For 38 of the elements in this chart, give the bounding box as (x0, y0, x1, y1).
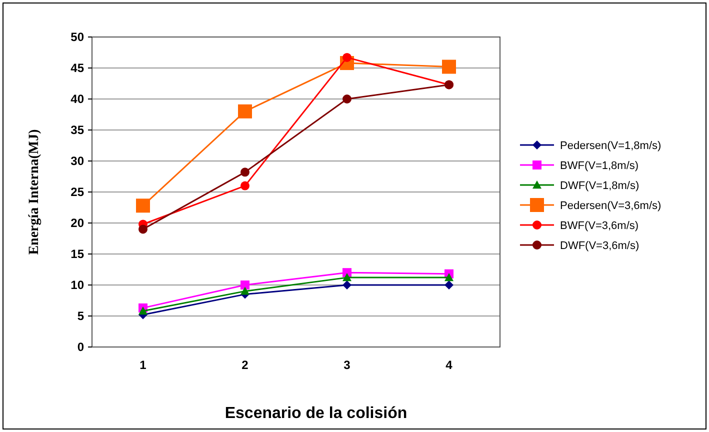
y-tick-label: 25 (70, 185, 84, 200)
y-tick-label: 50 (70, 30, 84, 44)
legend-label: BWF(V=3,6m/s) (560, 220, 639, 232)
y-tick-label: 35 (70, 123, 84, 138)
point (136, 198, 150, 213)
legend-label: BWF(V=1,8m/s) (560, 160, 639, 172)
legend-label: Pedersen(V=1,8m/s) (560, 140, 662, 152)
y-tick-label: 45 (70, 61, 84, 76)
point (240, 181, 250, 190)
point (238, 104, 252, 118)
y-tick-label: 10 (70, 278, 84, 292)
x-axis-title: Escenario de la colisión (224, 405, 408, 422)
y-tick-label: 15 (70, 247, 84, 262)
point (342, 94, 352, 104)
legend-label: DWF(V=1,8m/s) (560, 180, 640, 192)
point (138, 224, 148, 234)
point (240, 280, 250, 290)
point (138, 306, 148, 315)
y-tick-label: 0 (77, 340, 84, 354)
x-tick-label: 2 (242, 358, 249, 372)
y-tick-label: 40 (70, 92, 84, 106)
x-tick-label: 3 (344, 358, 351, 372)
point (444, 280, 454, 290)
y-tick-label: 20 (70, 216, 84, 230)
point (342, 280, 352, 290)
point (240, 286, 250, 295)
legend-label: DWF(V=3,6m/s) (560, 240, 640, 252)
point (442, 60, 456, 74)
y-tick-label: 5 (77, 309, 84, 324)
y-tick-label: 30 (70, 154, 84, 168)
y-axis-title: Energía Interna(MJ) (27, 128, 42, 255)
point (342, 273, 352, 282)
point (240, 168, 250, 177)
x-tick-label: 4 (446, 358, 453, 372)
point (444, 273, 454, 282)
legend-label: Pedersen(V=3,6m/s) (560, 200, 662, 212)
x-tick-label: 1 (140, 358, 147, 372)
point (342, 52, 352, 62)
